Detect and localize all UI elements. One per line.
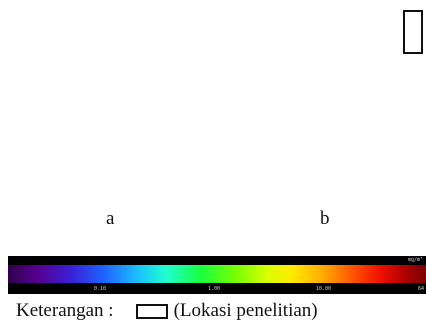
color-scale-unit: mg/m³	[407, 257, 423, 263]
panel-label-a: a	[106, 208, 115, 229]
color-scale-bar	[8, 265, 426, 283]
scale-tick-label: 64	[418, 286, 425, 292]
legend-item-label: (Lokasi penelitian)	[173, 300, 318, 321]
color-scale-ticks: 0.10 1.00 10.00 64	[8, 284, 426, 294]
scale-tick-label: 0.10	[94, 286, 107, 292]
color-scale: mg/m³ 0.10 1.00 10.00 64	[8, 256, 426, 294]
legend: Keterangan : (Lokasi penelitian)	[16, 299, 318, 323]
study-location-marker	[403, 10, 423, 54]
panel-label-b: b	[320, 208, 330, 229]
legend-title: Keterangan :	[16, 300, 114, 321]
scale-tick-label: 1.00	[208, 286, 221, 292]
scale-tick-label: 10.00	[316, 286, 332, 292]
rectangle-outline-icon	[135, 303, 168, 319]
